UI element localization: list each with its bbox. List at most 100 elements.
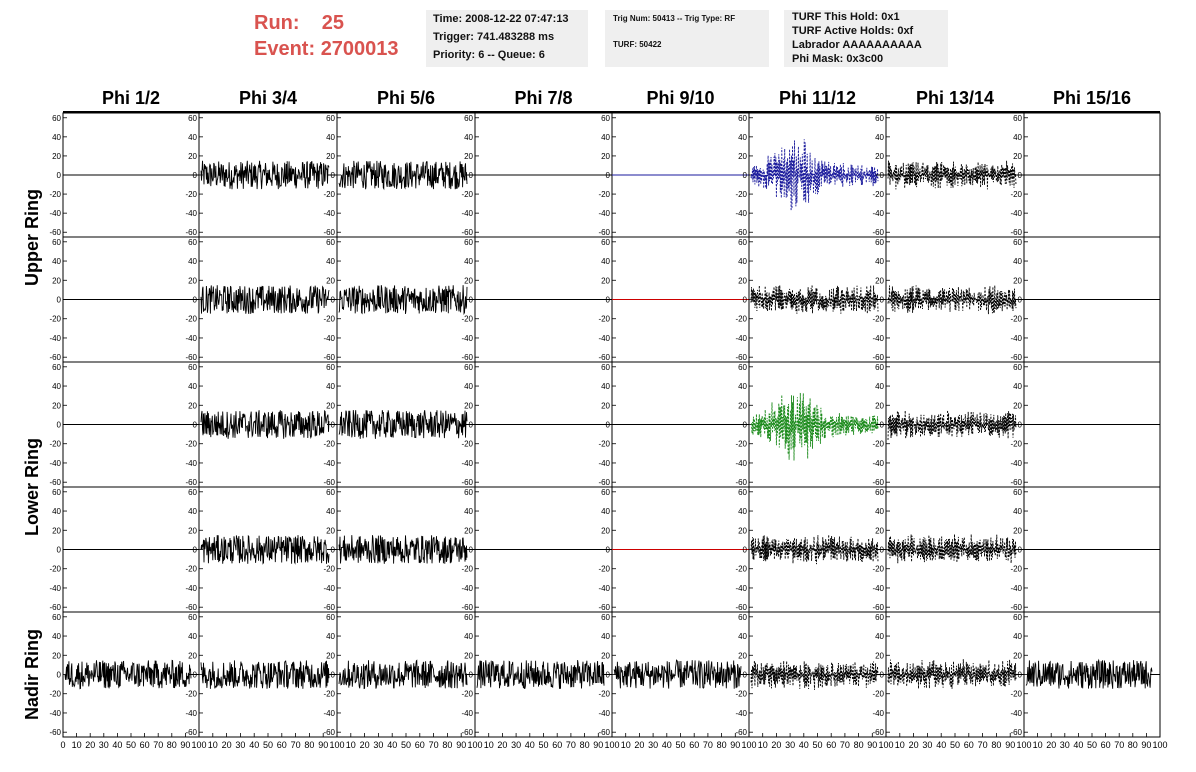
x-tick-label: 30	[373, 740, 383, 750]
y-tick-label: 20	[601, 526, 610, 535]
y-tick-label: 40	[464, 133, 473, 142]
y-tick-label: 20	[1013, 651, 1022, 660]
y-tick-label: 60	[601, 363, 610, 372]
y-tick-label: 0	[331, 296, 336, 305]
y-tick-label: -60	[735, 478, 747, 487]
y-tick-label: 40	[601, 632, 610, 641]
y-tick-label: -40	[49, 459, 61, 468]
x-tick-label: 50	[401, 740, 411, 750]
y-tick-label: -60	[598, 353, 610, 362]
y-tick-label: 0	[57, 421, 62, 430]
y-tick-label: -60	[49, 603, 61, 612]
y-tick-label: 0	[193, 546, 198, 555]
x-tick-label: 60	[277, 740, 287, 750]
x-tick-label: 30	[99, 740, 109, 750]
y-tick-label: -60	[872, 228, 884, 237]
y-tick-label: 20	[464, 526, 473, 535]
y-tick-label: -60	[185, 228, 197, 237]
y-tick-label: -20	[461, 690, 473, 699]
y-tick-label: -60	[323, 478, 335, 487]
x-tick-label: 10	[72, 740, 82, 750]
x-tick-label: 100	[1016, 740, 1031, 750]
y-tick-label: -40	[461, 459, 473, 468]
y-tick-label: -60	[323, 228, 335, 237]
y-tick-label: -40	[185, 709, 197, 718]
y-tick-label: -60	[598, 728, 610, 737]
x-tick-label: 10	[1033, 740, 1043, 750]
y-tick-label: 20	[326, 401, 335, 410]
x-tick-label: 70	[153, 740, 163, 750]
x-tick-label: 60	[689, 740, 699, 750]
y-tick-label: -40	[185, 209, 197, 218]
x-tick-label: 60	[552, 740, 562, 750]
y-tick-label: -40	[1010, 334, 1022, 343]
y-tick-label: -40	[323, 334, 335, 343]
x-tick-label: 10	[895, 740, 905, 750]
y-tick-label: 0	[193, 296, 198, 305]
waveform-trace	[338, 285, 468, 316]
y-tick-label: 60	[1013, 488, 1022, 497]
waveform-trace	[887, 410, 1017, 440]
y-tick-label: -20	[1010, 315, 1022, 324]
y-tick-label: -20	[49, 565, 61, 574]
event-value: 2700013	[320, 38, 399, 60]
y-tick-label: 60	[1013, 114, 1022, 123]
y-tick-label: -20	[323, 190, 335, 199]
column-header-8: Phi 15/16	[1053, 88, 1131, 108]
y-tick-label: 40	[875, 382, 884, 391]
y-tick-label: 20	[188, 651, 197, 660]
y-tick-label: 0	[331, 546, 336, 555]
y-tick-label: 0	[57, 296, 62, 305]
x-tick-label: 20	[222, 740, 232, 750]
run-line: Run: 25	[254, 10, 399, 36]
y-tick-label: 0	[743, 296, 748, 305]
turf-info-box: TURF This Hold: 0x1 TURF Active Holds: 0…	[784, 10, 948, 67]
x-tick-label: 70	[566, 740, 576, 750]
y-tick-label: 60	[52, 238, 61, 247]
y-tick-label: 60	[738, 238, 747, 247]
y-tick-label: -20	[185, 190, 197, 199]
y-tick-label: -20	[1010, 440, 1022, 449]
x-tick-label: 80	[442, 740, 452, 750]
x-tick-label: 90	[1005, 740, 1015, 750]
waveform-trace	[750, 534, 879, 565]
y-tick-label: -60	[872, 603, 884, 612]
y-tick-label: -40	[735, 334, 747, 343]
trig-info-box: Trig Num: 50413 -- Trig Type: RF TURF: 5…	[605, 10, 769, 67]
column-header-1: Phi 1/2	[102, 88, 160, 108]
y-tick-label: -20	[461, 565, 473, 574]
y-tick-label: -40	[323, 459, 335, 468]
y-tick-label: 60	[326, 363, 335, 372]
x-tick-label: 80	[717, 740, 727, 750]
row-label-2: Lower Ring	[22, 438, 42, 536]
y-tick-label: 0	[880, 546, 885, 555]
y-tick-label: 40	[326, 382, 335, 391]
y-tick-label: 0	[880, 421, 885, 430]
y-tick-label: -40	[185, 334, 197, 343]
y-tick-label: 60	[188, 363, 197, 372]
waveform-trace	[887, 659, 1017, 689]
y-tick-label: -20	[461, 190, 473, 199]
x-tick-label: 50	[263, 740, 273, 750]
x-tick-label: 70	[1114, 740, 1124, 750]
y-tick-label: 60	[875, 114, 884, 123]
y-tick-label: -40	[323, 584, 335, 593]
x-tick-label: 30	[922, 740, 932, 750]
y-tick-label: 20	[326, 152, 335, 161]
x-tick-label: 100	[191, 740, 206, 750]
y-tick-label: 40	[738, 257, 747, 266]
y-tick-label: 20	[326, 276, 335, 285]
y-tick-label: 60	[738, 363, 747, 372]
column-header-4: Phi 7/8	[514, 88, 572, 108]
phi-mask-line: Phi Mask: 0x3c00	[792, 53, 884, 65]
y-tick-label: -40	[598, 334, 610, 343]
y-tick-label: 0	[880, 296, 885, 305]
x-tick-label: 20	[771, 740, 781, 750]
y-tick-label: 20	[188, 276, 197, 285]
waveform-trace	[750, 660, 879, 690]
y-tick-label: 0	[1018, 671, 1023, 680]
x-tick-label: 90	[1141, 740, 1151, 750]
y-tick-label: 20	[464, 152, 473, 161]
y-tick-label: -20	[598, 440, 610, 449]
x-tick-label: 70	[978, 740, 988, 750]
